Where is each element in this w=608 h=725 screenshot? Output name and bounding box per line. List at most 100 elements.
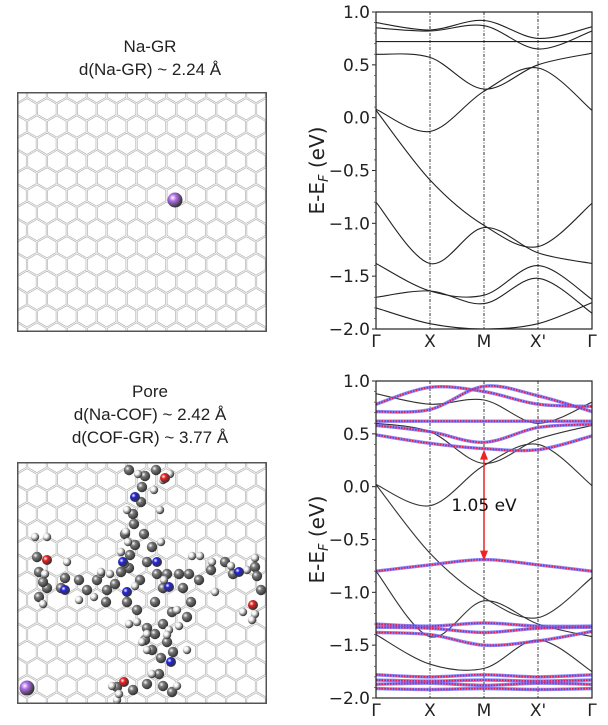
hydrogen-atom [147, 669, 157, 679]
hydrogen-atom [242, 565, 252, 575]
x-tick-label: X [424, 332, 436, 352]
band-line-cof [376, 384, 592, 413]
hydrogen-atom [137, 637, 147, 647]
carbon-atom [150, 464, 162, 476]
carbon-atom [183, 568, 195, 580]
carbon-atom [149, 628, 161, 640]
bands [376, 19, 592, 329]
hydrogen-atom [247, 615, 257, 625]
panel-b-distance-na-cof: d(Na-COF) ~ 2.42 Å [73, 405, 227, 424]
na-gr-structure [17, 92, 267, 332]
hydrogen-atom [123, 537, 133, 547]
pore-structure [17, 462, 267, 704]
graphene-sheet [17, 92, 267, 332]
carbon-atom [81, 584, 93, 596]
y-tick-label: −1.0 [329, 214, 370, 234]
panel-a-title: Na-GR [123, 37, 177, 56]
carbon-atom [153, 668, 165, 680]
carbon-atom [136, 481, 148, 493]
band-line-cof-halo [376, 384, 592, 409]
nitrogen-atom [122, 587, 132, 597]
carbon-atom [141, 622, 153, 634]
y-tick-label: −1.5 [329, 636, 370, 656]
carbon-atom [101, 584, 113, 596]
nitrogen-atom [234, 567, 244, 577]
hydrogen-atom [195, 551, 205, 561]
band-line-cof [376, 630, 592, 647]
carbon-atom [157, 680, 169, 692]
band-line-cof [376, 626, 592, 634]
panel-b-caption: Pore d(Na-COF) ~ 2.42 Å d(COF-GR) ~ 3.77… [0, 380, 300, 449]
hydrogen-atom [116, 547, 126, 557]
hydrogen-atom [62, 557, 72, 567]
hydrogen-atom [142, 645, 152, 655]
y-tick-label: −1.5 [329, 267, 370, 287]
carbon-atom [173, 568, 185, 580]
hydrogen-atom [142, 629, 152, 639]
panel-a-caption: Na-GR d(Na-GR) ~ 2.24 Å [0, 35, 300, 81]
cof-molecule [30, 464, 267, 704]
band-line-cof [376, 558, 592, 573]
band-line [376, 277, 592, 314]
hydrogen-atom [89, 592, 99, 602]
y-tick-label: −0.5 [329, 531, 370, 551]
na-atom [19, 680, 35, 696]
hydrogen-atom [182, 645, 192, 655]
oxygen-atom [160, 473, 170, 483]
carbon-atom [255, 584, 267, 596]
x-tick-label: Γ [587, 332, 597, 352]
x-tick-label: Γ [371, 701, 381, 721]
band-line [376, 24, 592, 50]
carbon-atom [141, 678, 153, 690]
band-line [376, 262, 592, 300]
carbon-atom [138, 528, 150, 540]
y-tick-label: 1.0 [343, 3, 370, 23]
carbon-atom [100, 596, 112, 608]
nitrogen-atom [152, 557, 162, 567]
nitrogen-atom [130, 492, 140, 502]
hydrogen-atom [226, 561, 236, 571]
oxygen-atom [119, 677, 129, 687]
band-line-cof [376, 434, 592, 452]
graphene-bonds-highlight [17, 92, 267, 332]
band-line [376, 201, 592, 265]
carbon-atom [151, 568, 163, 580]
carbon-atom [185, 596, 197, 608]
arrow-head-up [480, 449, 488, 460]
y-tick-label: 1.0 [343, 372, 370, 392]
carbon-atom [59, 572, 71, 584]
bands [376, 384, 592, 692]
x-tick-label: X' [530, 701, 546, 721]
band-structure-pore: −2.0 −1.5 −1.0 −0.5 0.0 0.5 1.0 Γ X M X' Γ E-EF (eV)… [305, 372, 597, 721]
hydrogen-atom [162, 630, 172, 640]
carbon-atom [146, 541, 158, 553]
carbon-atom [131, 604, 143, 616]
carbon-atom [155, 652, 167, 664]
cell-border [17, 462, 267, 704]
hydrogen-atom [40, 569, 50, 579]
carbon-atom [73, 574, 85, 586]
x-tick-label: M [477, 701, 492, 721]
y-tick-label: 0.0 [343, 109, 370, 129]
hydrogen-atom [155, 505, 165, 515]
hydrogen-atom [124, 619, 134, 629]
hydrogen-atom [38, 599, 48, 609]
panel-b-title: Pore [132, 382, 168, 401]
hydrogen-atom [172, 605, 182, 615]
carbon-atom [115, 566, 127, 578]
graphene-bonds [17, 92, 267, 332]
carbon-atom [249, 561, 261, 573]
carbon-atom [121, 596, 133, 608]
oxygen-atom [42, 555, 52, 565]
carbon-atom [167, 646, 179, 658]
nitrogen-atom [60, 585, 70, 595]
carbon-atom [161, 636, 173, 648]
y-tick-label: 0.0 [343, 478, 370, 498]
carbon-atom [149, 596, 161, 608]
x-tick-label: X [424, 701, 436, 721]
x-tick-label: Γ [587, 701, 597, 721]
hydrogen-atom [132, 617, 142, 627]
hydrogen-atom [107, 681, 117, 691]
band-line-cof [376, 679, 592, 683]
carbon-atom [31, 551, 43, 563]
